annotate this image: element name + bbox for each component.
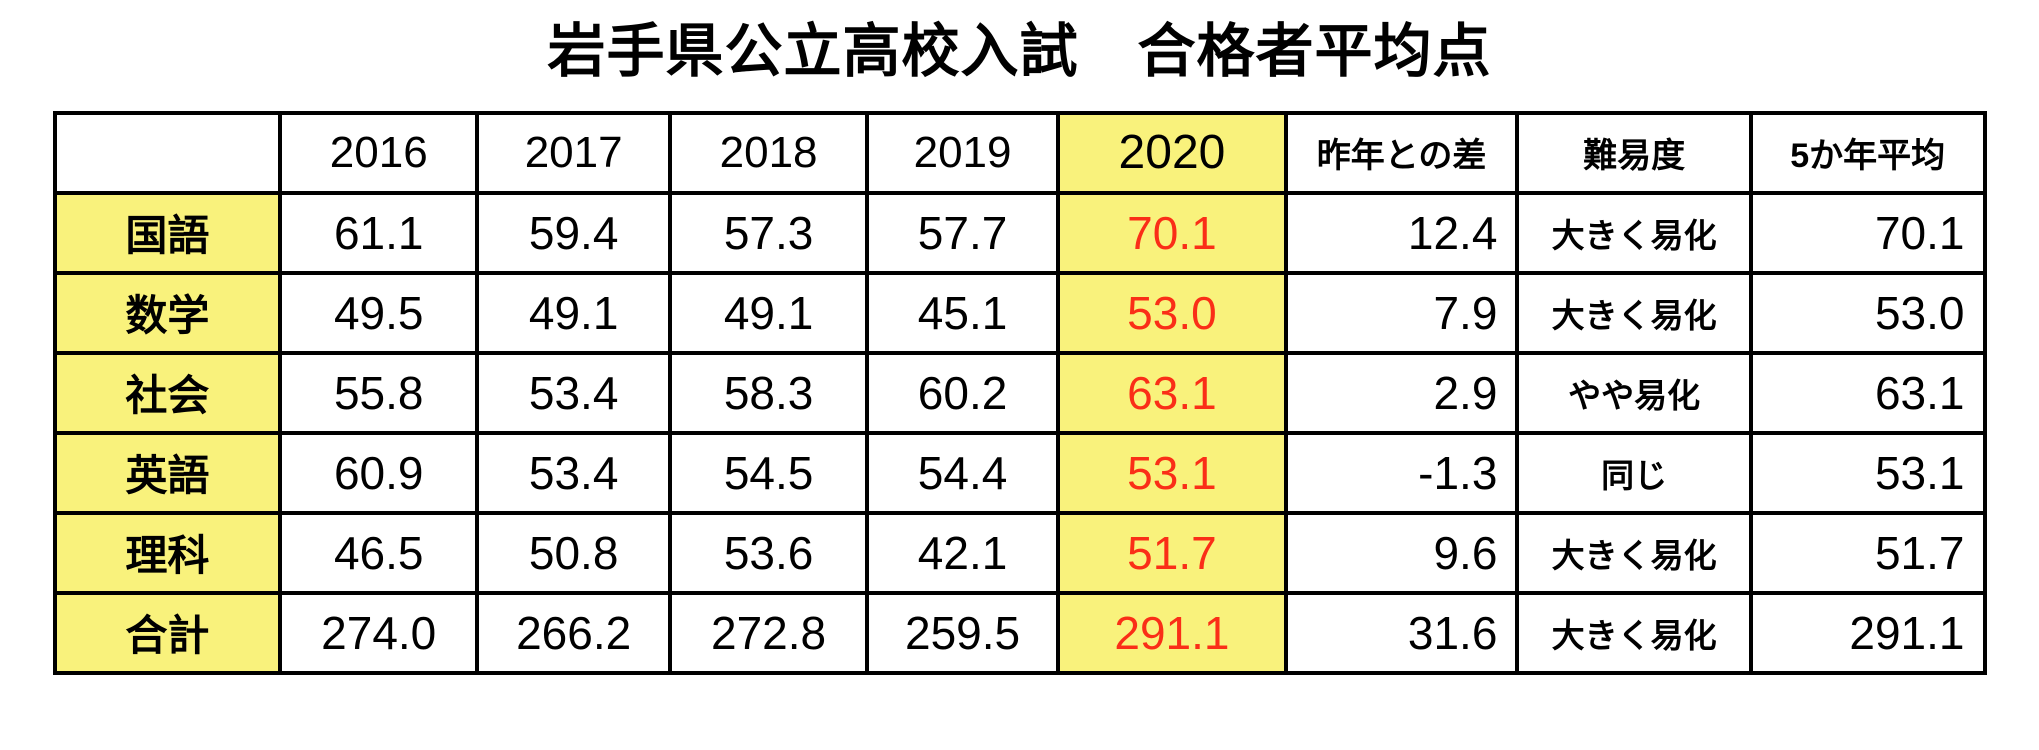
diff-cell: -1.3 (1283, 430, 1520, 515)
score-cell: 49.1 (668, 270, 870, 355)
column-header-difficulty: 難易度 (1515, 110, 1753, 195)
page-title: 岩手県公立高校入試 合格者平均点 (547, 19, 1492, 84)
score-cell: 49.5 (278, 270, 480, 355)
score-cell-2020: 53.1 (1056, 430, 1288, 515)
table-row-kokugo: 国語 61.1 59.4 57.3 57.7 70.1 12.4 大きく易化 7… (52, 190, 1987, 275)
score-cell-2020: 291.1 (1056, 590, 1288, 675)
score-cell: 50.8 (475, 510, 673, 595)
avg-cell: 53.1 (1748, 430, 1987, 515)
table-row-rika: 理科 46.5 50.8 53.6 42.1 51.7 9.6 大きく易化 51… (52, 510, 1987, 595)
score-cell: 54.4 (865, 430, 1061, 515)
column-header-2019: 2019 (865, 110, 1061, 195)
score-cell: 57.7 (865, 190, 1061, 275)
score-cell: 60.9 (278, 430, 480, 515)
diff-cell: 2.9 (1283, 350, 1520, 435)
score-cell: 272.8 (668, 590, 870, 675)
score-cell: 57.3 (668, 190, 870, 275)
diff-cell: 12.4 (1283, 190, 1520, 275)
subject-label: 合計 (52, 590, 283, 675)
score-cell-2020: 53.0 (1056, 270, 1288, 355)
avg-cell: 51.7 (1748, 510, 1987, 595)
difficulty-cell: 同じ (1515, 430, 1753, 515)
column-header-2020-highlighted: 2020 (1056, 110, 1288, 195)
score-cell: 49.1 (475, 270, 673, 355)
column-header-5yr-avg: 5か年平均 (1748, 110, 1987, 195)
subject-label: 数学 (52, 270, 283, 355)
diff-cell: 7.9 (1283, 270, 1520, 355)
score-cell: 55.8 (278, 350, 480, 435)
score-cell: 274.0 (278, 590, 480, 675)
subject-label: 英語 (52, 430, 283, 515)
score-cell: 45.1 (865, 270, 1061, 355)
subject-label: 社会 (52, 350, 283, 435)
score-cell: 53.4 (475, 430, 673, 515)
column-header-diff: 昨年との差 (1283, 110, 1520, 195)
avg-cell: 291.1 (1748, 590, 1987, 675)
table-row-sugaku: 数学 49.5 49.1 49.1 45.1 53.0 7.9 大きく易化 53… (52, 270, 1987, 355)
score-cell: 42.1 (865, 510, 1061, 595)
diff-cell: 9.6 (1283, 510, 1520, 595)
score-cell: 46.5 (278, 510, 480, 595)
table-row-gokei: 合計 274.0 266.2 272.8 259.5 291.1 31.6 大き… (52, 590, 1987, 675)
diff-cell: 31.6 (1283, 590, 1520, 675)
column-header-2016: 2016 (278, 110, 480, 195)
avg-cell: 53.0 (1748, 270, 1987, 355)
score-cell-2020: 51.7 (1056, 510, 1288, 595)
score-cell: 58.3 (668, 350, 870, 435)
score-cell-2020: 70.1 (1056, 190, 1288, 275)
avg-cell: 70.1 (1748, 190, 1987, 275)
subject-label: 国語 (52, 190, 283, 275)
table-row-shakai: 社会 55.8 53.4 58.3 60.2 63.1 2.9 やや易化 63.… (52, 350, 1987, 435)
score-cell: 54.5 (668, 430, 870, 515)
score-cell: 259.5 (865, 590, 1061, 675)
difficulty-cell: 大きく易化 (1515, 190, 1753, 275)
score-cell: 59.4 (475, 190, 673, 275)
table-row-eigo: 英語 60.9 53.4 54.5 54.4 53.1 -1.3 同じ 53.1 (52, 430, 1987, 515)
corner-cell (52, 110, 283, 195)
score-cell: 61.1 (278, 190, 480, 275)
score-cell: 266.2 (475, 590, 673, 675)
score-cell-2020: 63.1 (1056, 350, 1288, 435)
header-row: 2016 2017 2018 2019 2020 昨年との差 難易度 5か年平均 (52, 110, 1987, 195)
difficulty-cell: 大きく易化 (1515, 510, 1753, 595)
scores-table: 2016 2017 2018 2019 2020 昨年との差 難易度 5か年平均… (52, 110, 1987, 675)
column-header-2017: 2017 (475, 110, 673, 195)
subject-label: 理科 (52, 510, 283, 595)
difficulty-cell: やや易化 (1515, 350, 1753, 435)
difficulty-cell: 大きく易化 (1515, 590, 1753, 675)
score-cell: 60.2 (865, 350, 1061, 435)
difficulty-cell: 大きく易化 (1515, 270, 1753, 355)
score-cell: 53.6 (668, 510, 870, 595)
score-cell: 53.4 (475, 350, 673, 435)
column-header-2018: 2018 (668, 110, 870, 195)
avg-cell: 63.1 (1748, 350, 1987, 435)
